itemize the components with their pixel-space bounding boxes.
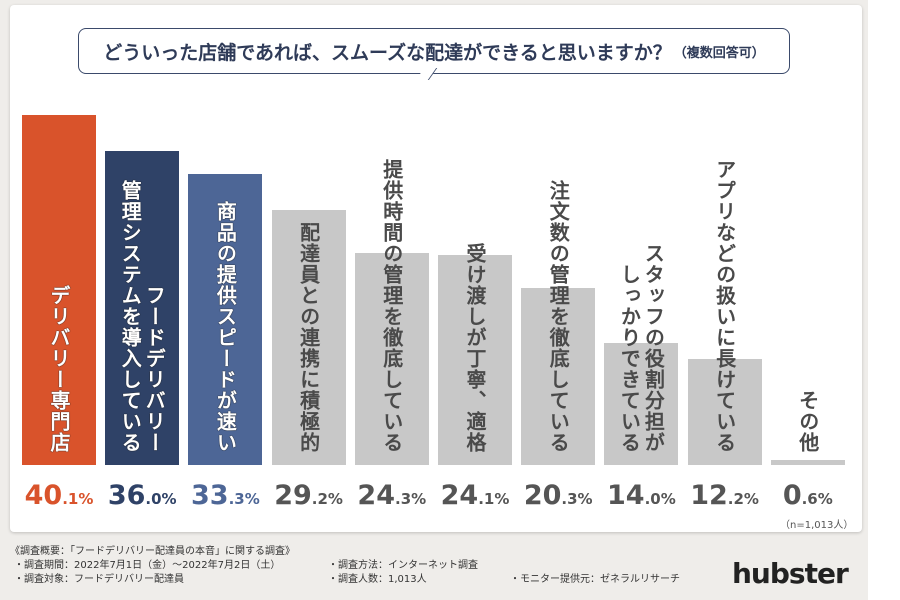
- bar: [770, 459, 845, 465]
- title-subtext: （複数回答可）: [673, 45, 765, 61]
- footer-period: ・調査期間：2022年7月1日（金）〜2022年7月2日（土）: [14, 560, 281, 571]
- value-label-part: 0: [782, 480, 802, 511]
- value-label-part: 24: [357, 480, 395, 511]
- bar-label-line: アプリなどの扱いに長けている: [712, 159, 737, 453]
- value-label-part: .0%: [644, 490, 676, 508]
- value-label-part: 36: [107, 480, 146, 511]
- bar-label-line: スタッフの役割分担が: [641, 243, 666, 453]
- bar-label: デリバリー専門店: [22, 285, 96, 453]
- value-label: 29.2%: [267, 480, 351, 511]
- footer-method: ・調査方法：インターネット調査: [328, 560, 478, 571]
- value-label-part: .3%: [395, 490, 427, 508]
- bar-label-line: 商品の提供スピードが速い: [213, 201, 238, 453]
- value-label-part: .0%: [145, 490, 177, 508]
- value-label-part: 29: [274, 480, 312, 511]
- value-label-part: 14: [607, 480, 645, 511]
- value-label-part: .6%: [801, 490, 833, 508]
- bar-label: アプリなどの扱いに長けている: [688, 159, 762, 453]
- value-label-part: 20: [523, 480, 562, 511]
- value-label: 0.6%: [766, 480, 850, 511]
- hubster-logo: hubster: [732, 557, 849, 590]
- value-label: 40.1%: [17, 480, 101, 511]
- footer-heading: 《調査概要：「フードデリバリー配達員の本音」に関する調査》: [10, 546, 295, 557]
- sample-size-note: （n=1,013人）: [780, 520, 854, 531]
- bar: [521, 287, 596, 465]
- bar-label-line: 受け渡しが丁寧、適格: [463, 243, 487, 453]
- value-label: 24.3%: [350, 480, 434, 511]
- value-label: 36.0%: [100, 480, 184, 511]
- value-label-part: .2%: [727, 490, 759, 508]
- bar-label: スタッフの役割分担が しっかりできている: [604, 243, 678, 453]
- value-label: 24.1%: [433, 480, 517, 511]
- bar: [604, 342, 679, 465]
- value-label: 20.3%: [516, 480, 600, 511]
- value-label: 12.2%: [683, 480, 767, 511]
- bar-label-line: 管理システムを導入している: [118, 180, 143, 453]
- value-label-part: 12: [690, 480, 728, 511]
- value-label-part: 40: [24, 480, 63, 511]
- value-label-part: 24: [440, 480, 479, 511]
- bar: [22, 115, 96, 465]
- bar-label-line: デリバリー専門店: [47, 285, 71, 453]
- footer-count: ・調査人数：1,013人: [328, 574, 427, 585]
- title-text: どういった店舗であれば、スムーズな配達ができると思いますか？: [103, 41, 672, 64]
- bar-label: 提供時間の管理を徹底している: [355, 159, 429, 453]
- bar-label: フードデリバリー 管理システムを導入している: [105, 180, 179, 453]
- question-title: どういった店舗であれば、スムーズな配達ができると思いますか？ （複数回答可）: [78, 28, 790, 74]
- bar-label-line: しっかりできている: [617, 264, 642, 453]
- bar-label-line: 配達員との連携に積極的: [296, 222, 321, 453]
- bar: [687, 358, 762, 465]
- value-label: 14.0%: [599, 480, 683, 511]
- bar: [271, 210, 346, 465]
- bar-label: 商品の提供スピードが速い: [188, 201, 262, 453]
- value-label-part: .1%: [62, 490, 94, 508]
- bar-label: 受け渡しが丁寧、適格: [438, 243, 512, 453]
- value-label-part: .1%: [478, 490, 510, 508]
- bar-label: 注文数の管理を徹底している: [521, 180, 595, 453]
- bar-label: 配達員との連携に積極的: [272, 222, 346, 453]
- bar: [354, 252, 429, 465]
- value-label-part: 33: [191, 480, 229, 511]
- value-label-part: .3%: [561, 490, 593, 508]
- bar: [188, 174, 263, 465]
- bar-label: その他: [771, 390, 845, 453]
- footer-target: ・調査対象：フードデリバリー配達員: [14, 574, 184, 585]
- value-label-part: .2%: [311, 490, 343, 508]
- value-label-part: .3%: [228, 490, 260, 508]
- bar-label-line: その他: [795, 390, 820, 453]
- bar: [438, 254, 512, 465]
- bar-label-line: 注文数の管理を徹底している: [546, 180, 571, 453]
- value-label: 33.3%: [183, 480, 267, 511]
- bar-label-line: 提供時間の管理を徹底している: [379, 159, 404, 453]
- bar-label-line: フードデリバリー: [142, 285, 167, 453]
- footer-provider: ・モニター提供元：ゼネラルリサーチ: [510, 574, 680, 585]
- bar: [105, 150, 180, 465]
